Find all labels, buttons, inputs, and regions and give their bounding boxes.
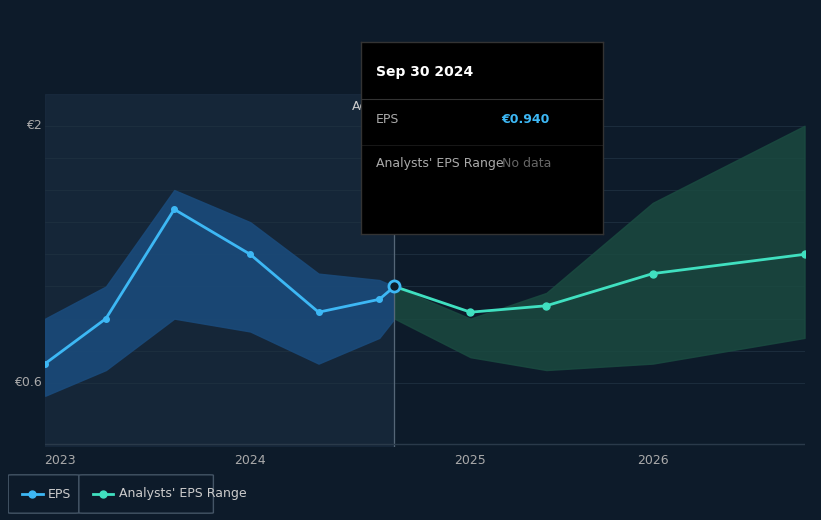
Text: 2025: 2025: [455, 453, 486, 466]
Text: Analysts Forecasts: Analysts Forecasts: [398, 100, 515, 113]
Text: 2024: 2024: [234, 453, 266, 466]
Text: €0.940: €0.940: [502, 113, 550, 126]
Text: €2: €2: [25, 119, 41, 132]
Text: Analysts' EPS Range: Analysts' EPS Range: [118, 488, 246, 500]
Text: Actual: Actual: [351, 100, 391, 113]
Bar: [45, 94, 395, 447]
Text: 2023: 2023: [44, 453, 76, 466]
Text: €0.6: €0.6: [14, 376, 41, 389]
Text: Sep 30 2024: Sep 30 2024: [376, 64, 473, 79]
Text: EPS: EPS: [48, 488, 71, 500]
Text: Analysts' EPS Range: Analysts' EPS Range: [376, 157, 503, 170]
FancyBboxPatch shape: [79, 475, 213, 513]
Text: No data: No data: [502, 157, 551, 170]
Text: 2026: 2026: [637, 453, 668, 466]
FancyBboxPatch shape: [8, 475, 79, 513]
Text: EPS: EPS: [376, 113, 399, 126]
